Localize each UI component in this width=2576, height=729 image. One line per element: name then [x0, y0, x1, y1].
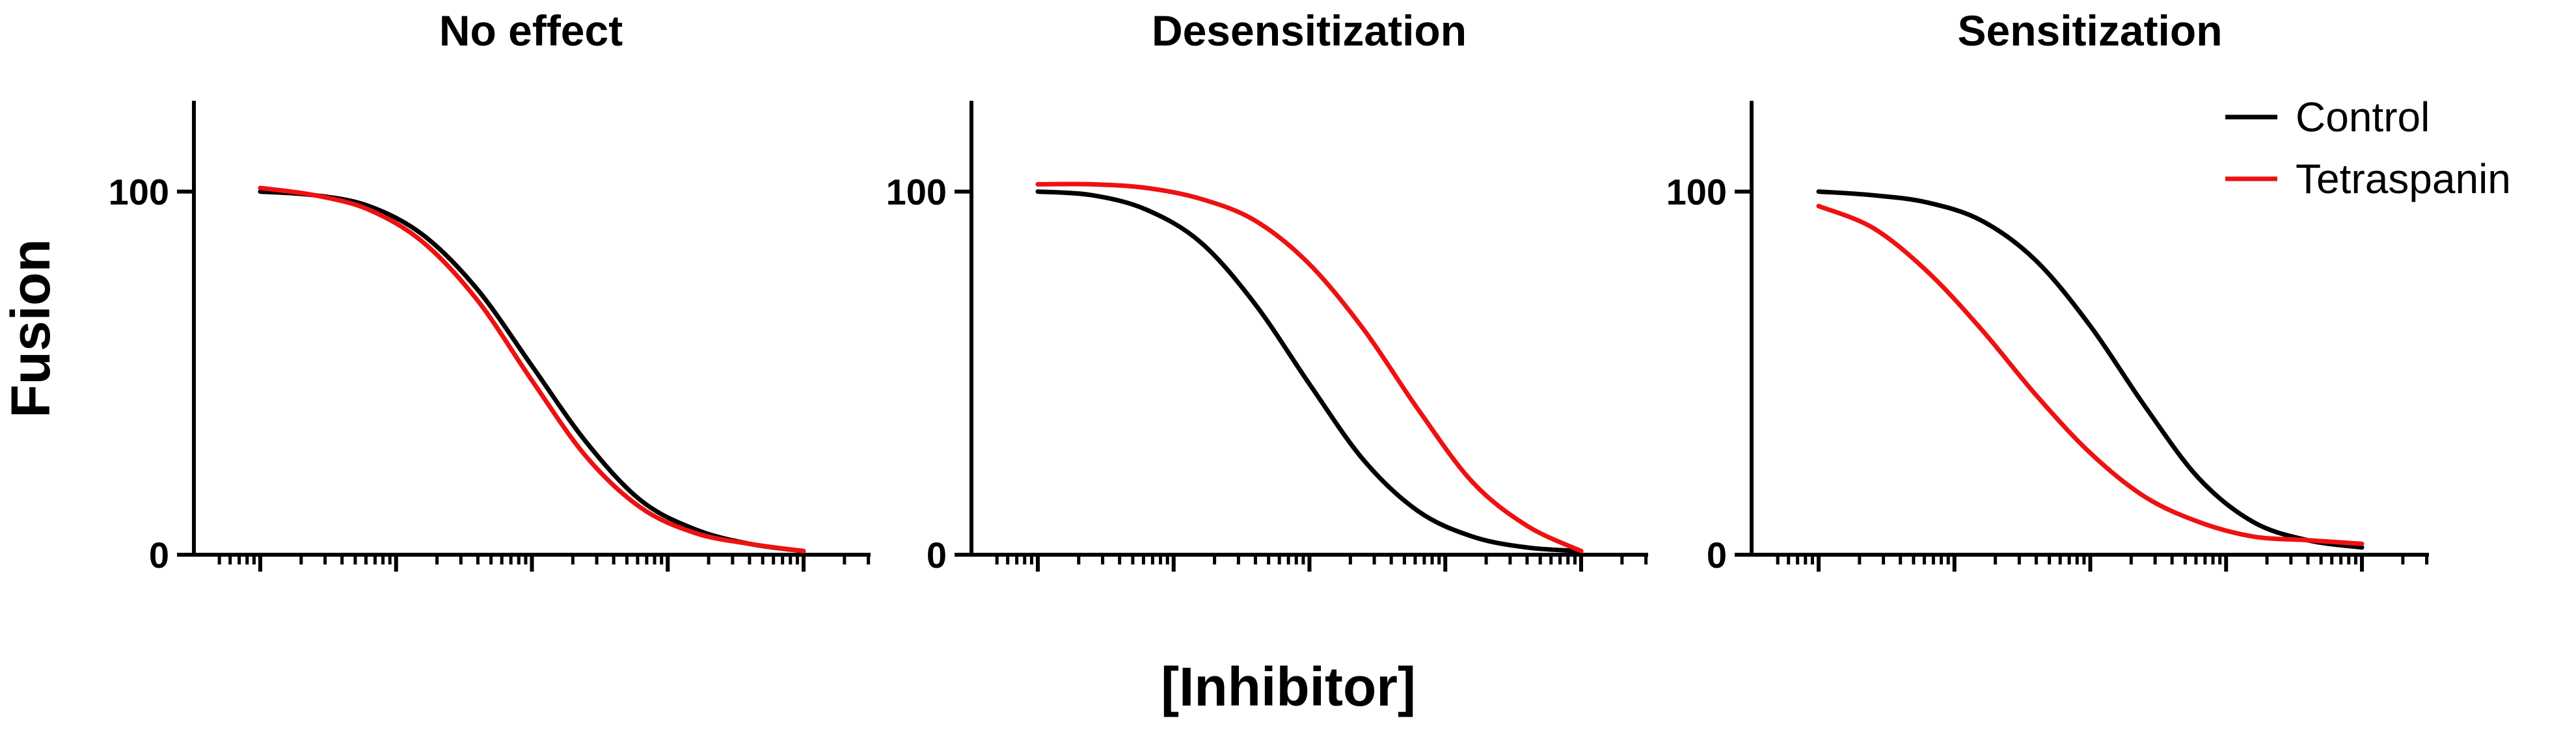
chart-panel-1: No effect 0 100 — [109, 7, 871, 576]
series-line-control — [1035, 189, 1584, 553]
series-line-tetraspanin — [258, 185, 806, 553]
legend-label-tetraspanin: Tetraspanin — [2296, 155, 2511, 202]
series-line-tetraspanin — [1035, 181, 1584, 553]
panel-title: No effect — [439, 7, 623, 55]
panel-title: Desensitization — [1152, 7, 1467, 55]
chart-panel-3: Sensitization 0 100 — [1666, 7, 2429, 576]
chart-panels: No effect0100Desensitization0100Sensitiz… — [109, 7, 2429, 576]
chart-panel-2: Desensitization 0 100 — [886, 7, 1648, 576]
y-tick-label: 0 — [1707, 535, 1727, 576]
legend-label-control: Control — [2296, 94, 2430, 140]
y-tick-label: 0 — [927, 535, 947, 576]
y-tick-label: 100 — [886, 172, 947, 213]
x-axis-title: [Inhibitor] — [1161, 656, 1416, 717]
y-tick-label: 0 — [149, 535, 169, 576]
panel-title: Sensitization — [1957, 7, 2222, 55]
y-tick-label: 100 — [1666, 172, 1727, 213]
series-line-control — [258, 189, 806, 553]
legend: Control Tetraspanin — [2225, 94, 2511, 202]
y-axis-title: Fusion — [0, 239, 61, 418]
series-line-control — [1816, 189, 2365, 550]
series-line-tetraspanin — [1816, 204, 2365, 546]
y-tick-label: 100 — [109, 172, 169, 213]
